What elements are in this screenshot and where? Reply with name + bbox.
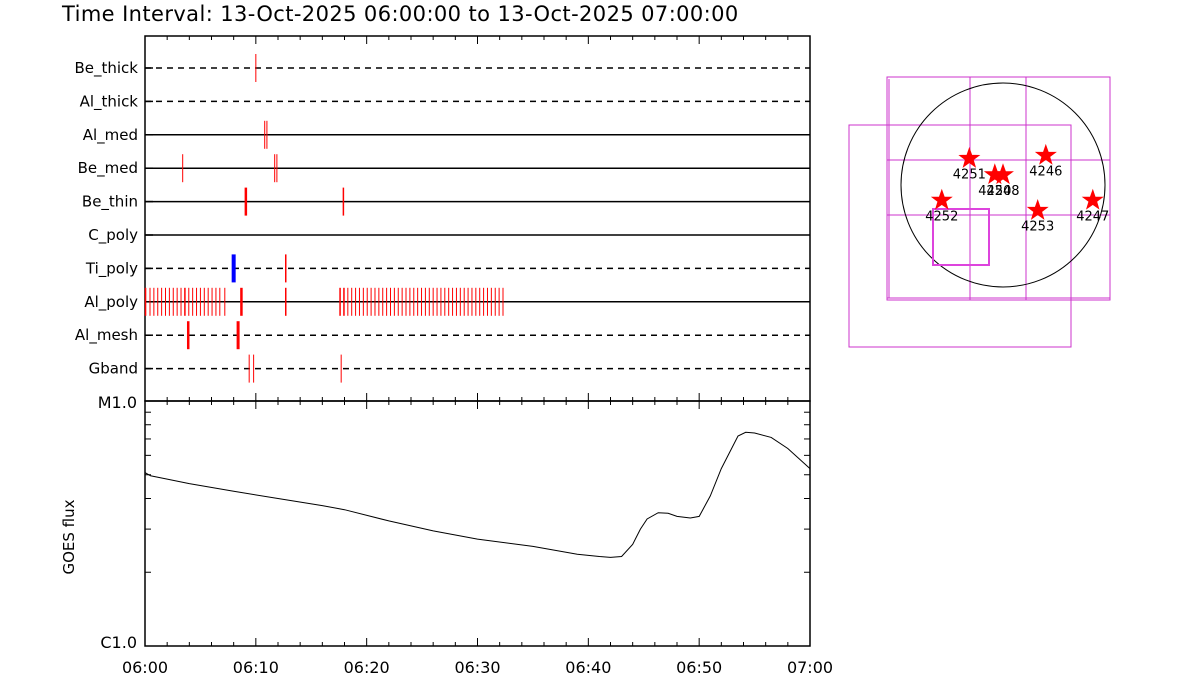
timeline-rows: Be_thick Al_thick Al_med Be_med Be_thin C_pol…: [74, 36, 811, 401]
goes-x-tick-label: 06:50: [676, 658, 722, 677]
active-region-label: 4248: [986, 184, 1019, 199]
goes-x-tick-label: 06:40: [565, 658, 611, 677]
fov-box-inner: [932, 208, 990, 266]
goes-y-axis-label: GOES flux: [60, 499, 78, 574]
goes-axis-ticks: [144, 400, 811, 647]
goes-x-tick-label: 06:10: [233, 658, 279, 677]
active-region-label: 4252: [925, 209, 958, 224]
row-label: Al_mesh: [75, 326, 138, 345]
row-label: Gband: [89, 360, 138, 378]
active-region-star: [930, 188, 953, 210]
active-region-star: [992, 163, 1014, 185]
active-region-star: [958, 146, 981, 168]
active-region-label: 4247: [1076, 209, 1109, 224]
active-region-star: [1081, 188, 1104, 210]
timeline-panel-frame: [144, 35, 811, 402]
goes-panel-frame: [144, 400, 811, 647]
row-label: Al_poly: [84, 293, 138, 312]
active-region-label: 4253: [1021, 220, 1054, 235]
solar-disk: [900, 82, 1106, 288]
row-label: Al_thick: [80, 92, 139, 111]
goes-y-tick-label: C1.0: [100, 633, 137, 652]
goes-x-tick-label: 06:20: [344, 658, 390, 677]
fov-box-outer: [848, 124, 1072, 348]
goes-axis-labels: M1.0 C1.0 06:00 06:10 06:20 06:30 06:40 06:50 07…: [98, 393, 833, 677]
goes-x-tick-label: 06:00: [122, 658, 168, 677]
active-region-label: 4250: [978, 184, 1011, 199]
goes-flux-line: [144, 431, 811, 558]
active-region-star: [1034, 143, 1057, 165]
row-label: Al_med: [83, 126, 138, 145]
fov-box-grid-frame: [886, 76, 1111, 301]
row-label: C_poly: [88, 226, 138, 245]
goes-y-tick-label: M1.0: [98, 393, 137, 412]
goes-x-tick-label: 07:00: [787, 658, 833, 677]
goes-x-tick-label: 06:30: [454, 658, 500, 677]
row-label: Be_med: [78, 159, 138, 178]
active-region-label: 4246: [1029, 164, 1062, 179]
active-region-label: 4251: [953, 167, 986, 182]
active-region-star: [1026, 198, 1049, 220]
row-label: Be_thick: [74, 59, 138, 78]
row-label: Be_thin: [82, 193, 138, 212]
chart-title: Time Interval: 13-Oct-2025 06:00:00 to 1…: [62, 2, 739, 26]
row-label: Ti_poly: [85, 259, 138, 278]
